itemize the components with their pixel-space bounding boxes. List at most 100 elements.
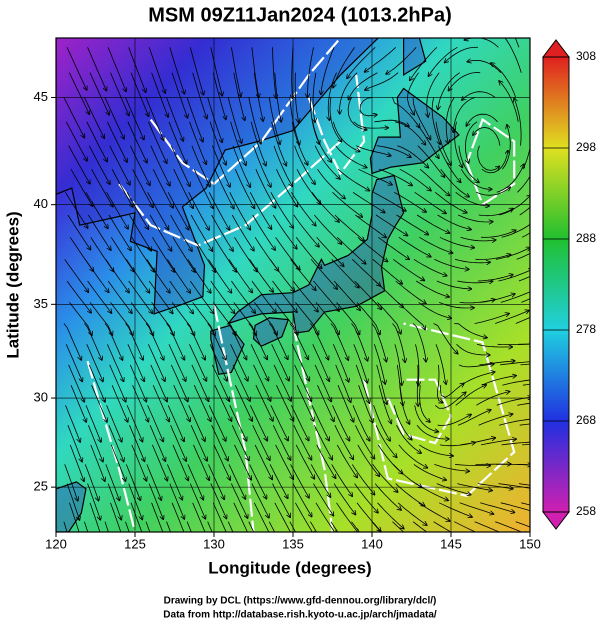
streamline <box>65 121 87 161</box>
streamline <box>253 502 271 532</box>
streamline <box>396 425 422 453</box>
streamline <box>208 405 226 441</box>
streamline <box>210 483 227 519</box>
streamline <box>290 464 309 497</box>
streamline <box>501 441 530 446</box>
streamline <box>358 385 373 422</box>
streamline <box>70 385 86 422</box>
streamline <box>436 364 442 403</box>
streamline <box>130 72 149 117</box>
streamline <box>69 72 89 115</box>
streamline <box>227 97 241 144</box>
streamline <box>355 425 374 459</box>
streamline <box>64 464 78 500</box>
streamline <box>209 344 227 381</box>
streamline <box>348 72 378 100</box>
streamline <box>333 483 355 515</box>
streamline <box>90 444 105 481</box>
streamline <box>395 280 426 304</box>
streamline <box>132 169 153 207</box>
streamline <box>233 502 248 532</box>
streamline <box>268 323 288 360</box>
streamline <box>392 323 406 363</box>
streamline <box>310 464 330 497</box>
streamline <box>128 280 153 313</box>
streamline <box>499 361 530 366</box>
streamline <box>210 280 235 313</box>
streamline <box>457 214 493 222</box>
streamline <box>330 521 339 532</box>
streamline <box>251 483 269 518</box>
streamline <box>229 192 251 229</box>
streamline <box>125 97 144 140</box>
streamline <box>251 47 259 97</box>
x-tick-label: 135 <box>282 536 304 551</box>
streamline <box>84 259 109 292</box>
streamline <box>315 302 339 334</box>
streamline <box>275 444 294 479</box>
streamline <box>172 237 195 272</box>
streamline <box>107 344 123 381</box>
streamline <box>249 405 267 440</box>
streamline <box>214 385 232 421</box>
streamline <box>170 425 187 461</box>
streamline <box>515 521 530 528</box>
streamline <box>499 81 519 122</box>
streamline <box>514 38 520 48</box>
isobar <box>307 74 366 176</box>
streamline <box>146 464 161 500</box>
streamline <box>84 464 98 500</box>
streamline <box>446 97 455 144</box>
streamline <box>275 237 300 269</box>
streamline <box>127 121 147 163</box>
streamline <box>495 311 529 324</box>
isobar <box>386 378 453 445</box>
streamline <box>521 232 530 238</box>
streamline <box>514 98 522 146</box>
streamline <box>149 214 172 251</box>
streamline <box>467 60 502 73</box>
streamline <box>521 502 530 506</box>
streamline <box>410 47 438 80</box>
streamline <box>131 237 155 271</box>
streamline <box>371 521 382 532</box>
streamline <box>272 47 277 98</box>
x-tick-label: 145 <box>440 536 462 551</box>
streamline <box>186 323 205 360</box>
colorbar-tick-label: 288 <box>576 231 596 245</box>
streamline <box>186 521 192 532</box>
streamline <box>148 280 173 313</box>
streamline <box>145 97 164 141</box>
streamline <box>273 145 292 187</box>
streamline <box>105 464 120 500</box>
streamline <box>232 364 250 401</box>
streamline <box>331 259 359 287</box>
streamline <box>479 361 514 366</box>
streamline <box>149 425 165 461</box>
streamline <box>292 280 318 312</box>
streamline <box>211 425 228 460</box>
streamline <box>250 344 268 380</box>
streamline <box>516 252 530 260</box>
streamline <box>354 483 378 513</box>
streamline <box>427 72 440 117</box>
streamline <box>274 302 298 334</box>
streamline <box>268 97 280 145</box>
streamline <box>189 47 203 94</box>
streamline <box>455 385 487 406</box>
streamline <box>499 195 530 216</box>
streamline <box>415 483 448 501</box>
streamline <box>233 302 256 335</box>
streamline <box>148 483 163 520</box>
streamline <box>192 72 207 119</box>
streamline <box>169 47 185 94</box>
streamline <box>188 192 209 230</box>
streamline <box>210 47 223 95</box>
streamline <box>413 258 447 275</box>
streamline <box>231 483 247 518</box>
streamline <box>517 402 530 406</box>
streamline <box>152 385 169 421</box>
streamline <box>477 483 513 489</box>
streamline <box>458 145 479 183</box>
